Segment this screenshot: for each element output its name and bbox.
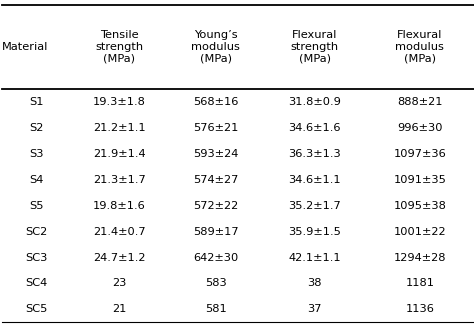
Text: 35.2±1.7: 35.2±1.7 [289, 201, 341, 211]
Text: 34.6±1.6: 34.6±1.6 [289, 123, 341, 133]
Text: 583: 583 [205, 279, 227, 288]
Text: 888±21: 888±21 [397, 97, 443, 107]
Text: 581: 581 [205, 305, 227, 314]
Text: Material: Material [2, 42, 49, 52]
Text: S4: S4 [29, 175, 44, 185]
Text: 35.9±1.5: 35.9±1.5 [288, 226, 341, 237]
Text: 1294±28: 1294±28 [393, 252, 446, 262]
Text: S1: S1 [29, 97, 44, 107]
Text: 593±24: 593±24 [193, 149, 238, 159]
Text: 589±17: 589±17 [193, 226, 238, 237]
Text: 21.9±1.4: 21.9±1.4 [93, 149, 146, 159]
Text: 36.3±1.3: 36.3±1.3 [289, 149, 341, 159]
Text: 19.3±1.8: 19.3±1.8 [92, 97, 146, 107]
Text: S5: S5 [29, 201, 44, 211]
Text: 1136: 1136 [405, 305, 434, 314]
Text: SC2: SC2 [26, 226, 48, 237]
Text: S2: S2 [29, 123, 44, 133]
Text: 1001±22: 1001±22 [393, 226, 446, 237]
Text: 1095±38: 1095±38 [393, 201, 446, 211]
Text: 574±27: 574±27 [193, 175, 238, 185]
Text: 996±30: 996±30 [397, 123, 443, 133]
Text: 1181: 1181 [405, 279, 434, 288]
Text: Flexural
modulus
(MPa): Flexural modulus (MPa) [395, 30, 444, 64]
Text: Young’s
modulus
(MPa): Young’s modulus (MPa) [191, 30, 240, 64]
Text: 19.8±1.6: 19.8±1.6 [93, 201, 146, 211]
Text: 21: 21 [112, 305, 126, 314]
Text: 31.8±0.9: 31.8±0.9 [288, 97, 341, 107]
Text: 23: 23 [112, 279, 126, 288]
Text: 37: 37 [308, 305, 322, 314]
Text: 38: 38 [308, 279, 322, 288]
Text: 1097±36: 1097±36 [393, 149, 446, 159]
Text: 21.2±1.1: 21.2±1.1 [93, 123, 146, 133]
Text: SC4: SC4 [26, 279, 48, 288]
Text: 24.7±1.2: 24.7±1.2 [93, 252, 146, 262]
Text: 42.1±1.1: 42.1±1.1 [289, 252, 341, 262]
Text: Flexural
strength
(MPa): Flexural strength (MPa) [291, 30, 339, 64]
Text: SC3: SC3 [26, 252, 48, 262]
Text: 34.6±1.1: 34.6±1.1 [289, 175, 341, 185]
Text: 568±16: 568±16 [193, 97, 238, 107]
Text: 1091±35: 1091±35 [393, 175, 446, 185]
Text: SC5: SC5 [26, 305, 48, 314]
Text: 572±22: 572±22 [193, 201, 238, 211]
Text: Tensile
strength
(MPa): Tensile strength (MPa) [95, 30, 143, 64]
Text: 642±30: 642±30 [193, 252, 238, 262]
Text: 21.3±1.7: 21.3±1.7 [93, 175, 146, 185]
Text: 576±21: 576±21 [193, 123, 238, 133]
Text: S3: S3 [29, 149, 44, 159]
Text: 21.4±0.7: 21.4±0.7 [93, 226, 146, 237]
